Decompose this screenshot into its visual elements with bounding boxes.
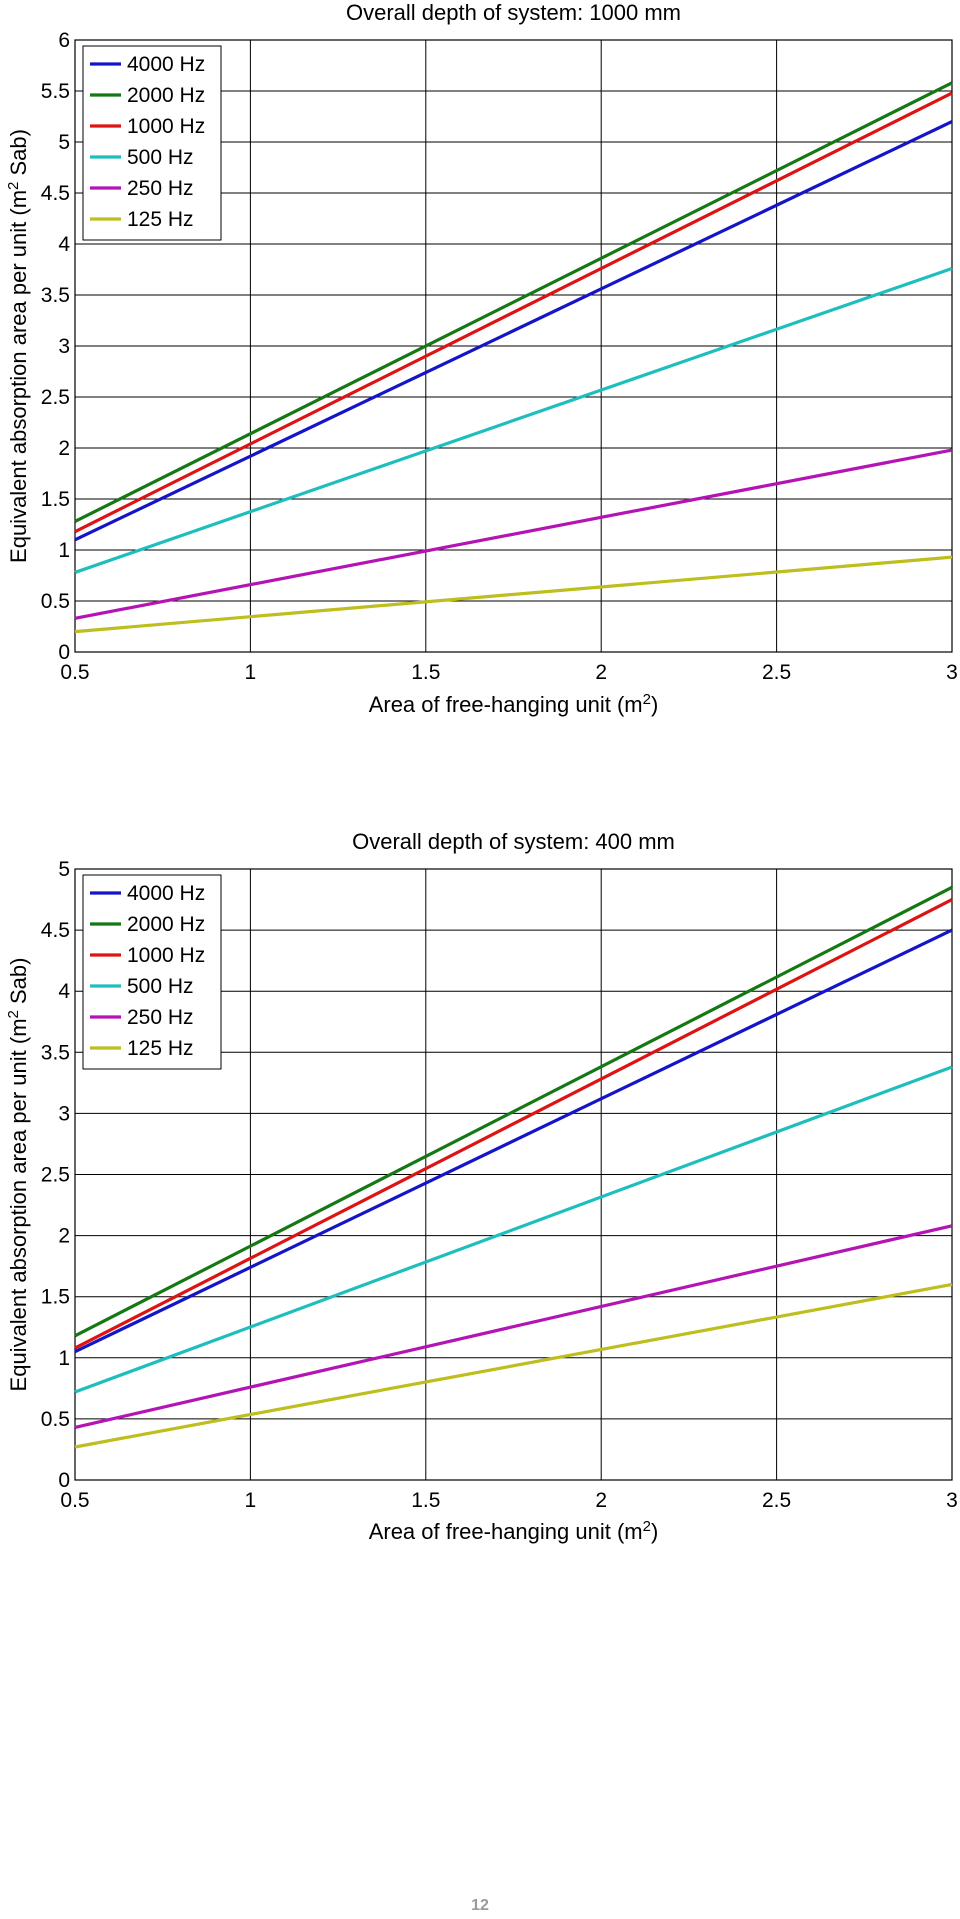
chart-title: Overall depth of system: 400 mm bbox=[352, 829, 675, 854]
y-tick-label: 4.5 bbox=[41, 919, 70, 942]
y-tick-label: 5 bbox=[58, 131, 70, 154]
y-tick-label: 0.5 bbox=[41, 1408, 70, 1431]
chart-2: Overall depth of system: 400 mm 0.5 1 1.5 2 2… bbox=[5, 829, 958, 1544]
legend-label: 500 Hz bbox=[127, 146, 194, 169]
x-axis-label-superscript: 2 bbox=[643, 691, 651, 708]
y-tick-label: 3 bbox=[58, 335, 70, 358]
legend: 4000 Hz 2000 Hz 1000 Hz 500 Hz 250 Hz 125 Hz bbox=[82, 874, 222, 1070]
series-line-125-hz bbox=[74, 1282, 953, 1449]
x-tick-label: 2.5 bbox=[762, 1489, 791, 1512]
legend-box bbox=[82, 874, 222, 1070]
x-tick-label: 1 bbox=[245, 1489, 257, 1512]
y-tick-label: 2.5 bbox=[41, 1164, 70, 1187]
y-axis-label-end: Sab) bbox=[6, 958, 31, 1011]
series-line-250-hz bbox=[74, 1224, 953, 1430]
series-line-500-hz bbox=[74, 1065, 953, 1394]
y-axis-label-end: Sab) bbox=[6, 129, 31, 182]
y-tick-label: 0 bbox=[58, 1469, 70, 1492]
series-line-4000-hz bbox=[74, 120, 953, 542]
legend-label: 500 Hz bbox=[127, 975, 194, 998]
x-axis-label: Area of free-hanging unit (m2) bbox=[369, 691, 659, 717]
x-tick-label: 3 bbox=[946, 1489, 958, 1512]
y-tick-label: 5.5 bbox=[41, 80, 70, 103]
legend-label: 4000 Hz bbox=[127, 53, 205, 76]
series-line-2000-hz bbox=[74, 81, 953, 523]
series-line-500-hz bbox=[74, 266, 953, 574]
series-line-2000-hz bbox=[74, 885, 953, 1338]
y-tick-label: 1.5 bbox=[41, 1286, 70, 1309]
y-axis-label-superscript: 2 bbox=[5, 182, 22, 190]
y-axis-label-superscript: 2 bbox=[5, 1010, 22, 1018]
x-axis-label: Area of free-hanging unit (m2) bbox=[369, 1518, 659, 1544]
x-axis-label-superscript: 2 bbox=[643, 1518, 651, 1535]
chart-title: Overall depth of system: 1000 mm bbox=[346, 0, 681, 25]
y-axis-label-main: Equivalent absorption area per unit (m bbox=[6, 190, 31, 563]
legend-label: 250 Hz bbox=[127, 177, 194, 200]
x-tick-label: 0.5 bbox=[60, 1489, 89, 1512]
series-line-1000-hz bbox=[74, 91, 953, 534]
y-tick-label: 1.5 bbox=[41, 488, 70, 511]
y-tick-label: 1 bbox=[58, 539, 70, 562]
y-tick-label: 3 bbox=[58, 1102, 70, 1125]
x-tick-label: 1.5 bbox=[411, 661, 440, 684]
legend: 4000 Hz 2000 Hz 1000 Hz 500 Hz 250 Hz 125 Hz bbox=[82, 45, 222, 241]
y-tick-label: 4 bbox=[58, 233, 70, 256]
x-axis-label-end: ) bbox=[651, 692, 658, 717]
legend-label: 125 Hz bbox=[127, 1037, 194, 1060]
legend-label: 1000 Hz bbox=[127, 944, 205, 967]
legend-label: 2000 Hz bbox=[127, 913, 205, 936]
y-tick-label: 4.5 bbox=[41, 182, 70, 205]
x-tick-label: 0.5 bbox=[60, 661, 89, 684]
y-tick-label: 6 bbox=[58, 29, 70, 52]
y-axis-label-main: Equivalent absorption area per unit (m bbox=[6, 1018, 31, 1391]
legend-box bbox=[82, 45, 222, 241]
x-axis-label-main: Area of free-hanging unit (m bbox=[369, 1519, 643, 1544]
x-tick-label: 2 bbox=[595, 1489, 607, 1512]
series-line-1000-hz bbox=[74, 898, 953, 1350]
legend-label: 4000 Hz bbox=[127, 882, 205, 905]
x-tick-label: 1 bbox=[245, 661, 257, 684]
legend-label: 2000 Hz bbox=[127, 84, 205, 107]
legend-label: 250 Hz bbox=[127, 1006, 194, 1029]
page-number: 12 bbox=[471, 1897, 489, 1914]
y-tick-label: 3.5 bbox=[41, 284, 70, 307]
plot-frame bbox=[74, 868, 953, 1481]
x-axis-label-end: ) bbox=[651, 1519, 658, 1544]
x-tick-label: 1.5 bbox=[411, 1489, 440, 1512]
y-tick-label: 3.5 bbox=[41, 1041, 70, 1064]
y-tick-label: 2 bbox=[58, 437, 70, 460]
legend-label: 1000 Hz bbox=[127, 115, 205, 138]
x-tick-label: 2.5 bbox=[762, 661, 791, 684]
y-tick-label: 1 bbox=[58, 1347, 70, 1370]
y-tick-label: 4 bbox=[58, 980, 70, 1003]
series-line-4000-hz bbox=[74, 928, 953, 1354]
plot-frame bbox=[74, 39, 953, 653]
y-tick-label: 0 bbox=[58, 641, 70, 664]
y-tick-label: 2 bbox=[58, 1225, 70, 1248]
legend-label: 125 Hz bbox=[127, 208, 194, 231]
y-axis-label: Equivalent absorption area per unit (m2 … bbox=[5, 958, 31, 1392]
series-line-125-hz bbox=[74, 555, 953, 634]
y-tick-label: 0.5 bbox=[41, 590, 70, 613]
y-tick-label: 5 bbox=[58, 858, 70, 881]
series-line-250-hz bbox=[74, 448, 953, 620]
x-tick-label: 3 bbox=[946, 661, 958, 684]
x-tick-label: 2 bbox=[595, 661, 607, 684]
y-axis-label: Equivalent absorption area per unit (m2 … bbox=[5, 129, 31, 563]
x-axis-label-main: Area of free-hanging unit (m bbox=[369, 692, 643, 717]
chart-1: Overall depth of system: 1000 mm 0.5 1 1.5 2… bbox=[5, 0, 958, 717]
y-tick-label: 2.5 bbox=[41, 386, 70, 409]
